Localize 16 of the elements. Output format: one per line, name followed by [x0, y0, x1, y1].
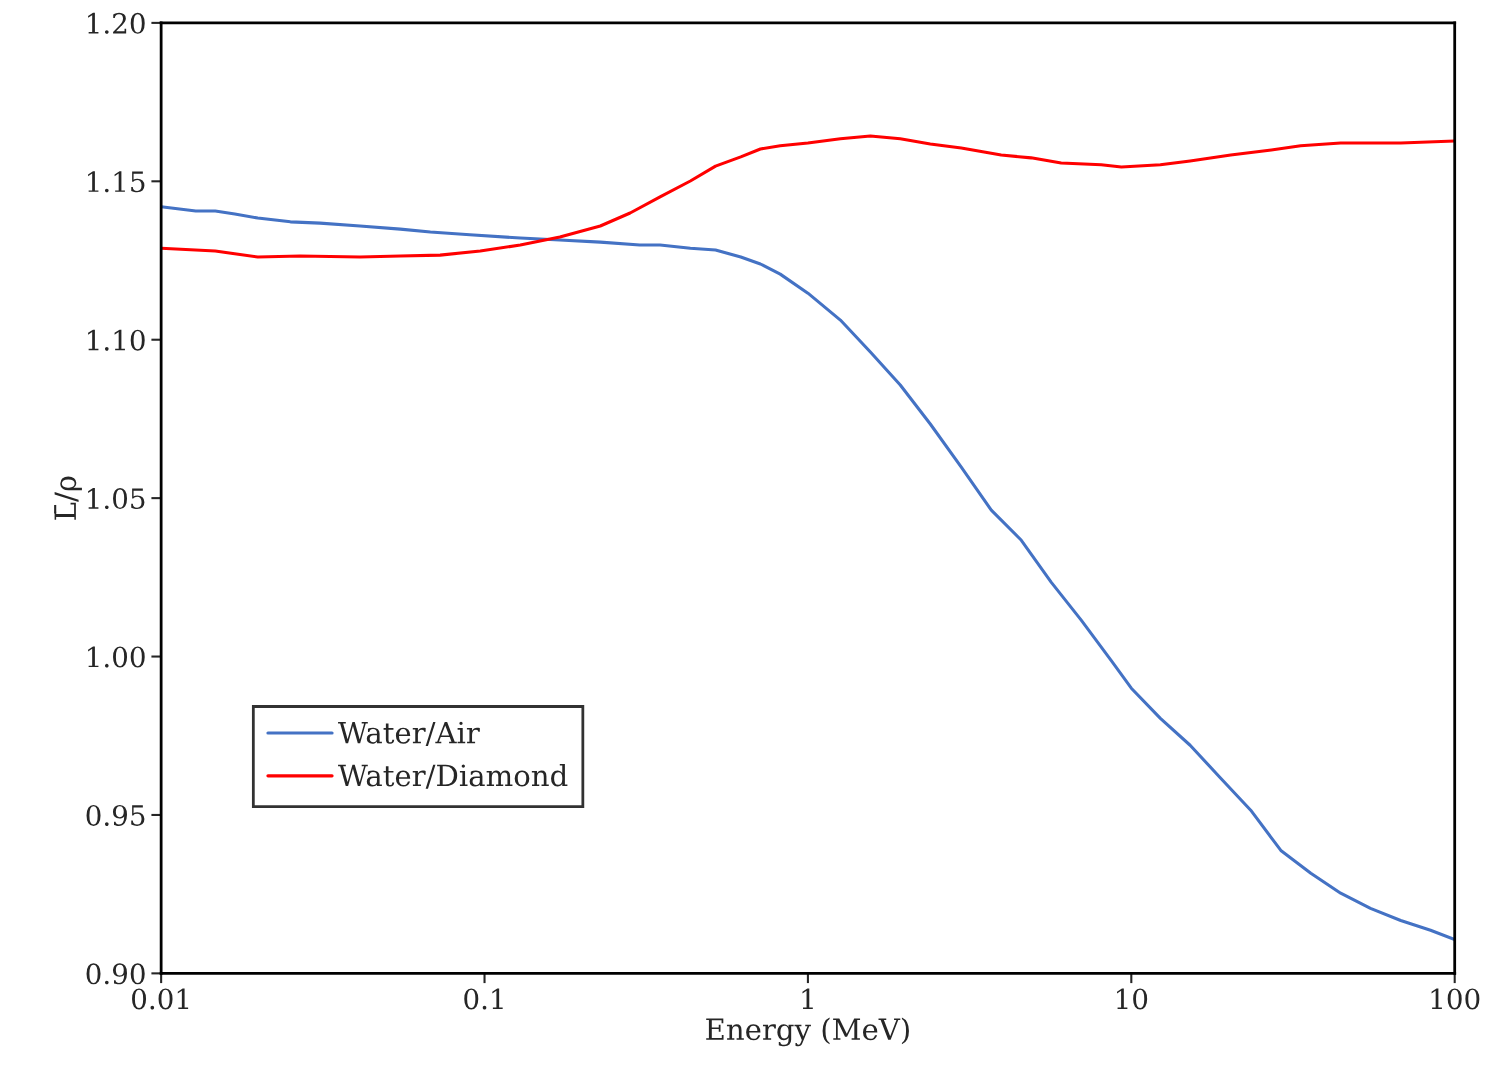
x-axis-title: Energy (MeV) [706, 1017, 909, 1047]
x-tick-label: 1 [802, 988, 813, 1010]
x-tick-label: 0.01 [132, 988, 189, 1010]
y-tick-label: 1.00 [88, 646, 145, 668]
legend-label: Water/Diamond [338, 763, 568, 789]
y-tick-label: 1.15 [88, 171, 145, 193]
x-tick-label: 0.1 [464, 988, 503, 1010]
y-tick-label: 1.20 [88, 12, 145, 34]
x-tick-label: 10 [1117, 988, 1148, 1010]
y-tick-label: 0.95 [86, 804, 145, 826]
legend-label: Water/Air [338, 721, 480, 746]
y-tick-label: 1.05 [88, 488, 145, 510]
x-tick-label: 100 [1431, 988, 1480, 1010]
y-tick-label: 1.10 [88, 329, 145, 351]
y-tick-label: 0.90 [86, 963, 145, 985]
y-axis-title: L̄/ρ [54, 476, 82, 520]
